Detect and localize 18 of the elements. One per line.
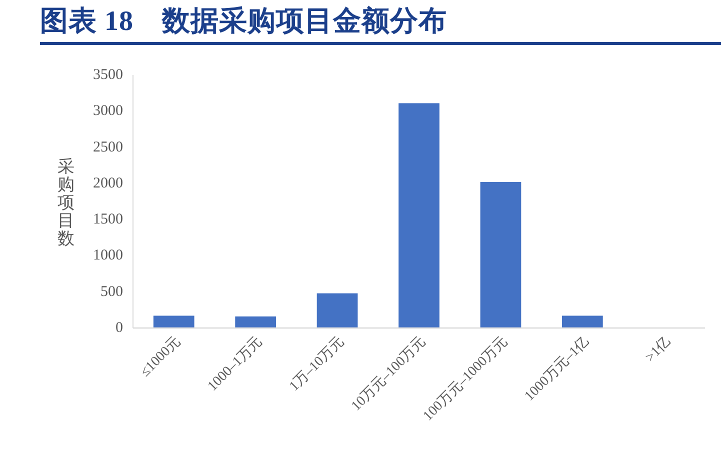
bar	[398, 103, 440, 328]
y-tick-label: 2500	[93, 139, 123, 156]
bar	[153, 316, 194, 328]
y-tick-label: 500	[100, 284, 123, 300]
y-axis-title: 采购项目数	[58, 156, 74, 248]
chart-title: 图表 18 数据采购项目金额分布	[40, 0, 721, 45]
bar	[480, 182, 522, 328]
bar	[235, 316, 276, 328]
bar	[316, 293, 358, 328]
y-tick-label: 0	[116, 320, 123, 336]
y-tick-label: 3500	[93, 67, 123, 83]
y-tick-label: 3000	[93, 103, 123, 120]
y-tick-label: 1500	[93, 212, 123, 228]
bar	[562, 316, 603, 328]
y-tick-label: 1000	[93, 248, 123, 264]
x-tick-label: >1亿	[642, 334, 674, 366]
y-tick-label: 2000	[93, 175, 123, 192]
x-tick-label: 1万–10万元	[287, 334, 348, 394]
